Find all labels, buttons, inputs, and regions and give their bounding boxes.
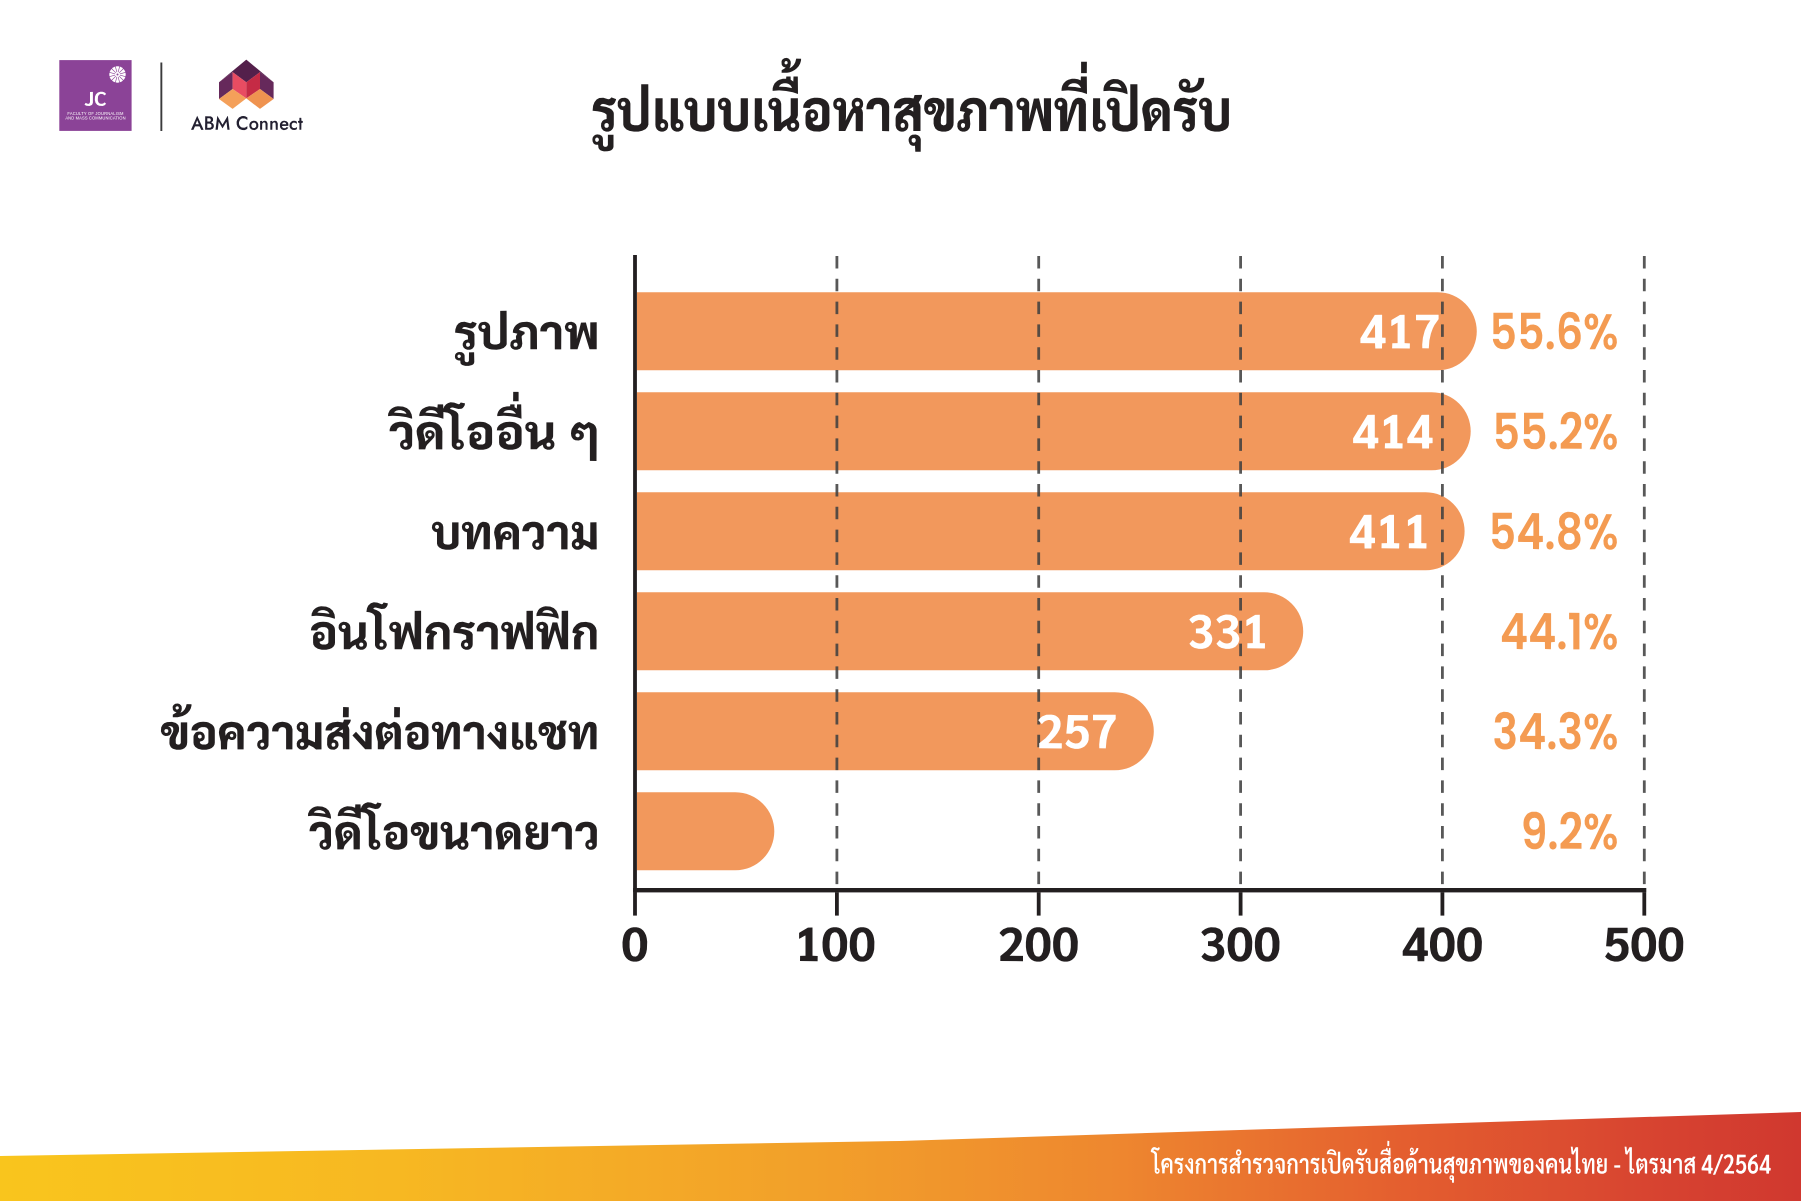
svg-text:FACULTY OF JOURNALISM: FACULTY OF JOURNALISM [67,111,124,116]
svg-text:AND MASS COMMUNICATION: AND MASS COMMUNICATION [65,115,125,120]
